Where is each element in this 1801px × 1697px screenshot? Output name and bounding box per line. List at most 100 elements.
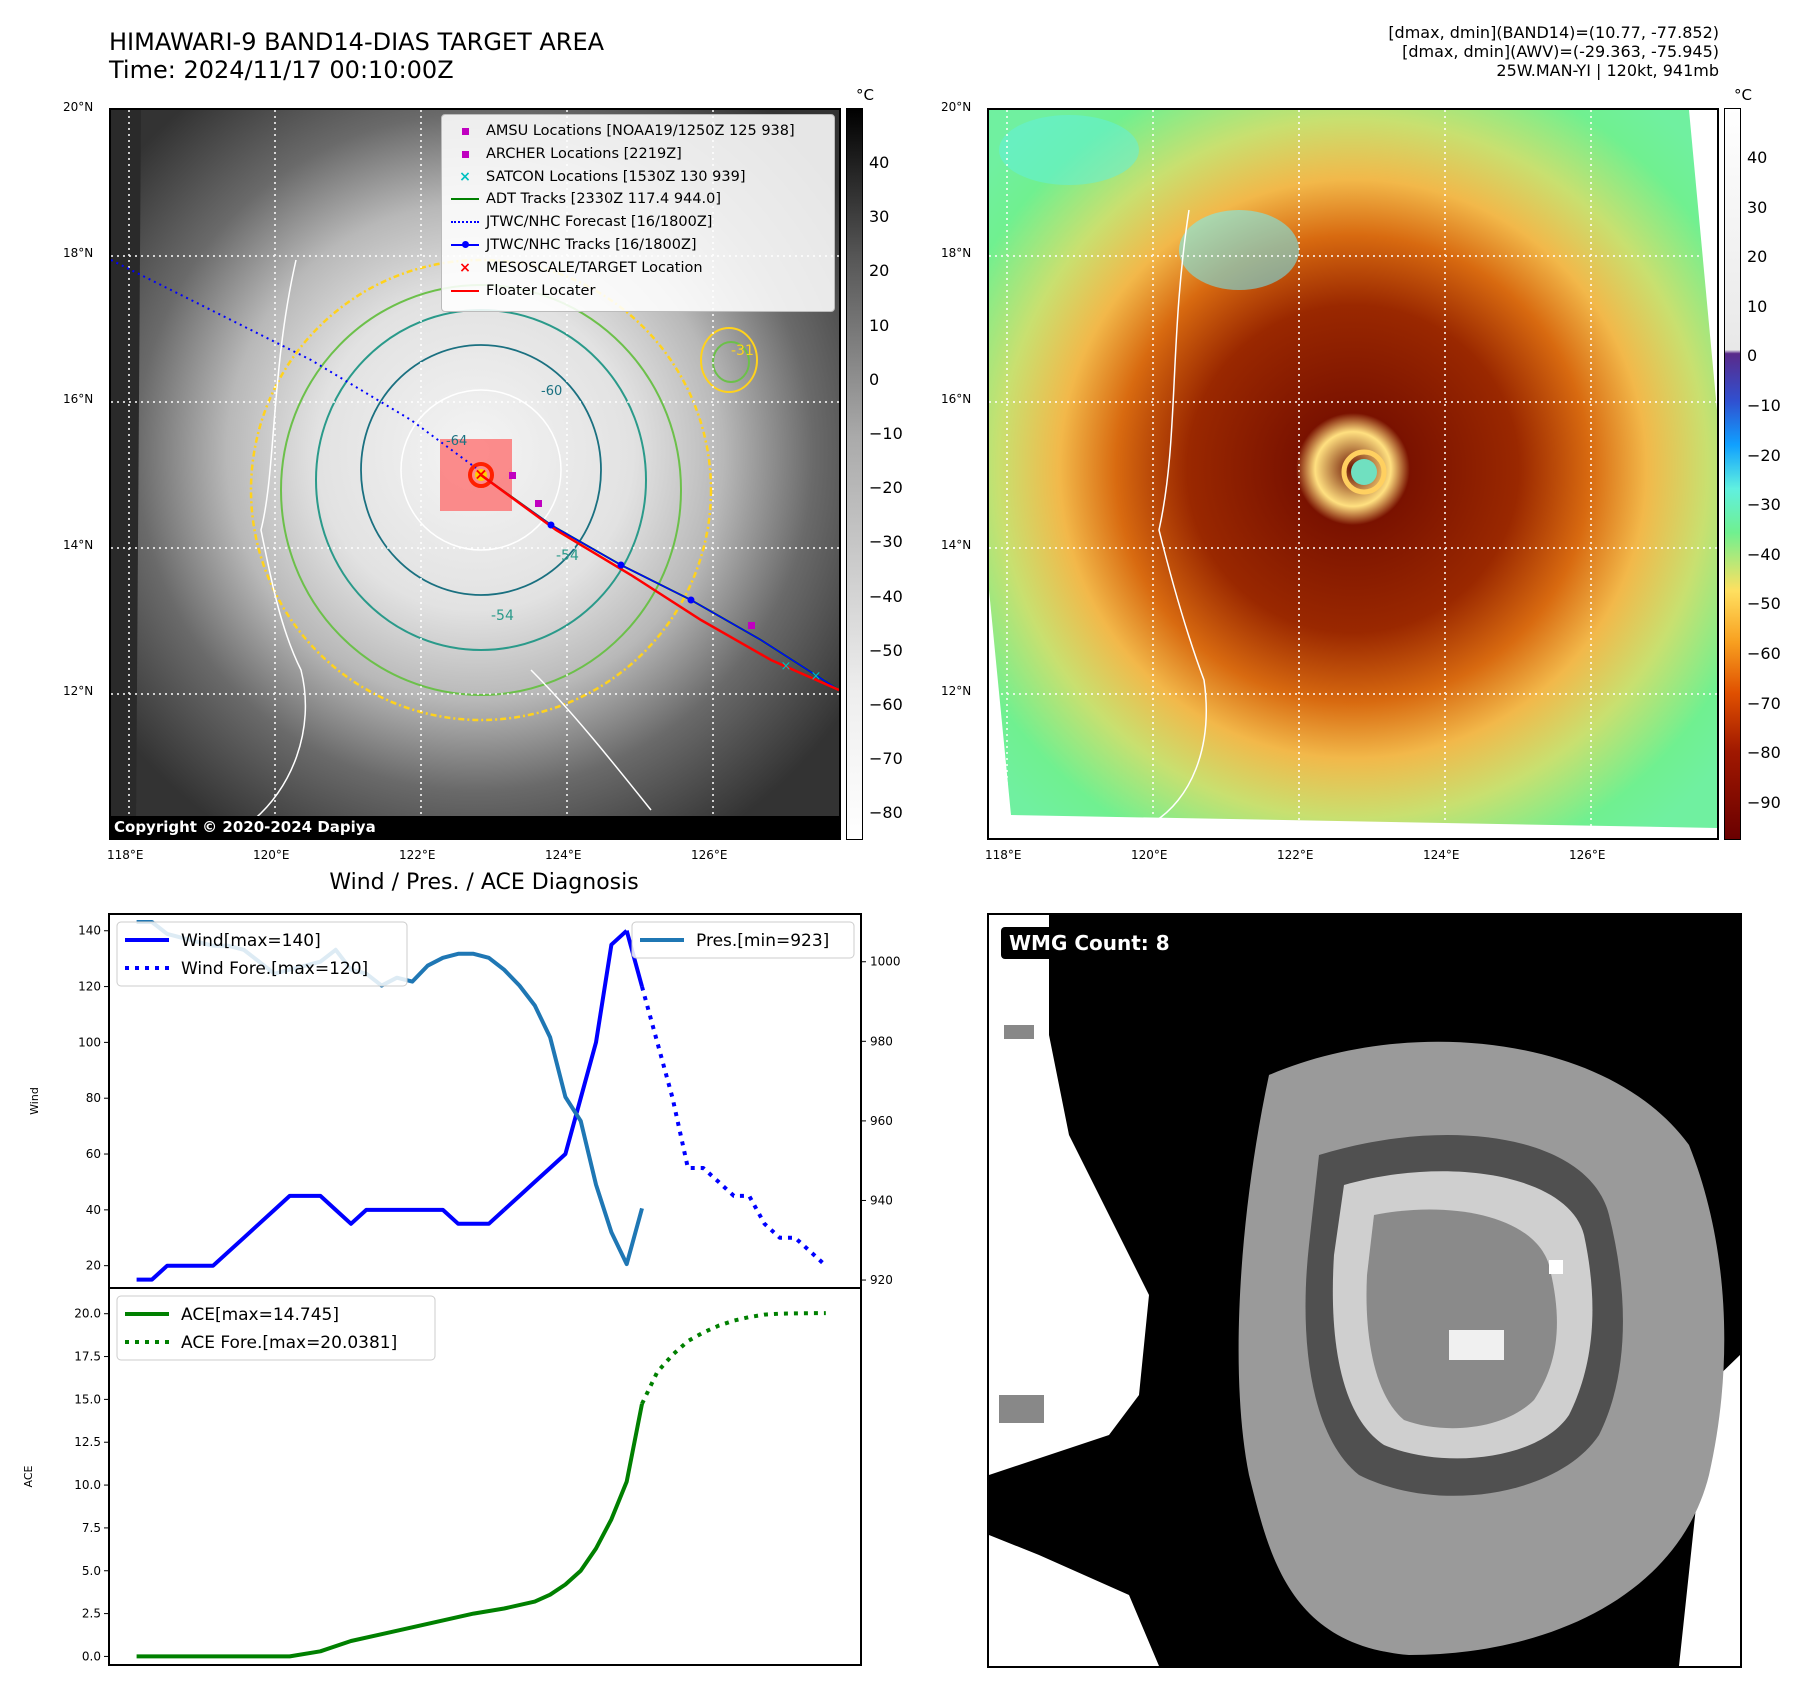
lon-label: 122°E: [399, 848, 436, 862]
colorbar-unit: °C: [856, 86, 874, 104]
lon-label: 124°E: [1423, 848, 1460, 862]
wind-line: [624, 930, 644, 988]
contour-label: -54: [491, 608, 514, 624]
colorbar-tick: 10: [869, 315, 890, 335]
colorbar-tick: −10: [869, 424, 903, 443]
lon-label: 124°E: [545, 848, 582, 862]
lon-label: 122°E: [1277, 848, 1314, 862]
colorbar-tick: −80: [869, 803, 903, 823]
colorbar-tick: −40: [1747, 544, 1781, 564]
legend-item: × MESOSCALE/TARGET Location: [448, 258, 703, 278]
colorbar-unit: °C: [1734, 86, 1752, 104]
legend-symbol: [448, 146, 482, 162]
legend-item: JTWC/NHC Forecast [16/1800Z]: [448, 212, 712, 232]
awv-map-panel: [987, 108, 1719, 840]
colorbar-tick: 20: [869, 261, 890, 281]
legend-label: JTWC/NHC Forecast [16/1800Z]: [486, 214, 713, 231]
legend-item: AMSU Locations [NOAA19/1250Z 125 938]: [448, 121, 795, 141]
svg-text:×: ×: [811, 669, 822, 684]
contour-label: -31: [731, 343, 754, 359]
ace-tick-label: 10.0: [74, 1478, 101, 1492]
awv-map: [989, 110, 1717, 838]
ir-colorbar: [846, 108, 863, 840]
colorbar-tick: −10: [1747, 396, 1781, 415]
legend-label: AMSU Locations [NOAA19/1250Z 125 938]: [486, 123, 795, 139]
contour-label: -64: [446, 434, 467, 449]
lat-label: 14°N: [941, 538, 972, 552]
legend-label: Pres.[min=923]: [696, 931, 829, 951]
ace-tick-label: 12.5: [74, 1435, 101, 1449]
diagnosis-chart: 20 40 60 80 100 120 140 920 940 960 980 1000 0.0 2.5 5…: [22, 913, 901, 1666]
ace-tick-label: 7.5: [82, 1521, 101, 1535]
stats-awv: [dmax, dmin](AWV)=(-29.363, -75.945): [1402, 42, 1719, 61]
contour-label: -54: [556, 548, 579, 564]
legend-label: MESOSCALE/TARGET Location: [486, 259, 703, 276]
legend-symbol: [448, 283, 482, 299]
lat-label: 18°N: [941, 246, 972, 260]
lat-label: 20°N: [63, 100, 94, 114]
legend-label: SATCON Locations [1530Z 130 939]: [486, 168, 746, 185]
wmg-image: [989, 915, 1740, 1666]
ace-tick-label: 5.0: [82, 1564, 101, 1578]
legend-item: ADT Tracks [2330Z 117.4 944.0]: [448, 189, 721, 209]
wmg-count: WMG Count: 8: [1001, 927, 1178, 959]
wind-tick-label: 20: [86, 1259, 101, 1273]
colorbar-tick: −90: [1747, 792, 1781, 812]
colorbar-tick: −40: [869, 586, 903, 606]
wind-tick-label: 60: [86, 1147, 101, 1161]
storm-info: 25W.MAN-YI | 120kt, 941mb: [1496, 61, 1719, 80]
legend-label: Floater Locater: [486, 282, 596, 299]
copyright-text: Copyright © 2020-2024 Dapiya: [114, 818, 376, 836]
colorbar-tick: 40: [1747, 148, 1768, 167]
lon-label: 120°E: [253, 848, 290, 862]
lat-label: 12°N: [63, 684, 94, 698]
legend-symbol: ×: [459, 168, 471, 185]
wind-line: [136, 1193, 506, 1282]
pressure-legend: [631, 921, 855, 959]
pressure-tick-label: 940: [870, 1193, 893, 1207]
colorbar-tick: −80: [1747, 743, 1781, 763]
lat-label: 16°N: [63, 392, 94, 406]
wind-tick-label: 40: [86, 1203, 101, 1217]
colorbar-tick: −70: [869, 749, 903, 769]
legend-label: ADT Tracks [2330Z 117.4 944.0]: [486, 191, 722, 208]
pressure-tick-label: 960: [870, 1114, 893, 1128]
contour-label: -60: [541, 384, 562, 399]
lon-label: 126°E: [691, 848, 728, 862]
wind-legend: [116, 921, 408, 987]
ir-map-panel: × × × -31 -54 -54 -64 -60 AMSU Locations…: [109, 108, 841, 840]
colorbar-tick: 40: [869, 153, 890, 172]
colorbar-tick: −60: [1747, 644, 1781, 663]
wind-forecast-line: [640, 986, 828, 1268]
stats-block: [dmax, dmin](BAND14)=(10.77, -77.852) [d…: [1388, 23, 1719, 80]
colorbar-tick: −50: [869, 640, 903, 660]
stats-band14: [dmax, dmin](BAND14)=(10.77, -77.852): [1388, 23, 1719, 42]
colorbar-tick: −30: [869, 532, 903, 552]
lat-label: 18°N: [63, 246, 94, 260]
pressure-tick-label: 920: [870, 1273, 893, 1287]
legend-label: Wind[max=140]: [181, 931, 321, 951]
pressure-tick-label: 980: [870, 1034, 893, 1048]
lat-label: 14°N: [63, 538, 94, 552]
legend-symbol: [448, 191, 482, 207]
legend-symbol: [448, 214, 482, 230]
timestamp: Time: 2024/11/17 00:10:00Z: [109, 56, 454, 84]
lat-label: 20°N: [941, 100, 972, 114]
svg-text:×: ×: [474, 465, 487, 484]
colorbar-tick: 20: [1747, 247, 1768, 267]
legend-label: ACE Fore.[max=20.0381]: [181, 1333, 397, 1353]
map-legend: AMSU Locations [NOAA19/1250Z 125 938] ARC…: [441, 114, 835, 312]
legend-symbol: ×: [459, 259, 471, 276]
wind-tick-label: 140: [78, 924, 101, 938]
copyright-bar: Copyright © 2020-2024 Dapiya: [111, 816, 839, 838]
wind-tick-label: 120: [78, 980, 101, 994]
colorbar-tick: −50: [1747, 594, 1781, 614]
wind-line: [502, 929, 629, 1212]
legend-label: ACE[max=14.745]: [181, 1305, 339, 1325]
ace-line: [136, 1403, 644, 1659]
legend-item: JTWC/NHC Tracks [16/1800Z]: [448, 235, 697, 255]
colorbar-tick: 10: [1747, 296, 1768, 316]
ace-tick-label: 15.0: [74, 1392, 101, 1406]
colorbar-tick: 30: [869, 207, 890, 227]
colorbar-tick: −70: [1747, 693, 1781, 713]
